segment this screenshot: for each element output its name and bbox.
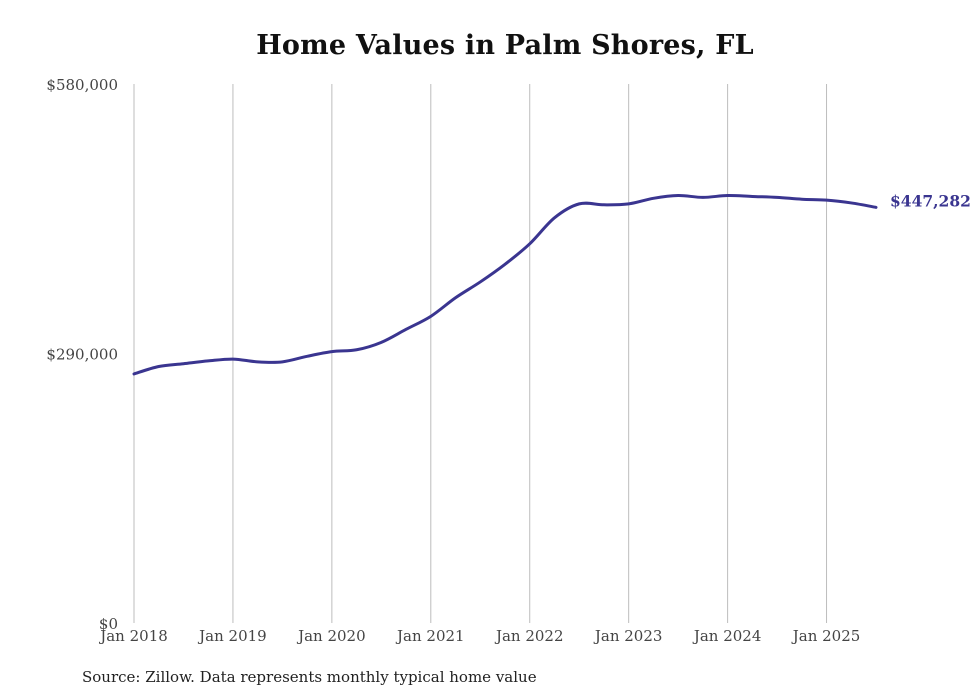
x-tick-label: Jan 2018 bbox=[98, 627, 168, 645]
y-axis-ticks: $0 $290,000 $580,000 bbox=[46, 76, 118, 633]
x-axis-ticks: Jan 2018 Jan 2019 Jan 2020 Jan 2021 Jan 2022… bbox=[98, 627, 860, 645]
x-tick-label: Jan 2019 bbox=[197, 627, 267, 645]
y-tick-label: $580,000 bbox=[46, 76, 118, 94]
x-tick-label: Jan 2024 bbox=[692, 627, 762, 645]
series-line bbox=[132, 194, 878, 376]
source-note: Source: Zillow. Data represents monthly … bbox=[82, 668, 537, 686]
x-tick-label: Jan 2022 bbox=[494, 627, 564, 645]
series-layer bbox=[132, 194, 878, 376]
x-tick-label: Jan 2021 bbox=[395, 627, 465, 645]
label-layer: $447,282 bbox=[890, 191, 971, 210]
end-value-label: $447,282 bbox=[890, 191, 971, 210]
x-tick-label: Jan 2023 bbox=[593, 627, 663, 645]
chart-title: Home Values in Palm Shores, FL bbox=[256, 30, 754, 61]
gridlines bbox=[133, 84, 828, 623]
y-tick-label: $0 bbox=[99, 615, 118, 633]
y-tick-label: $290,000 bbox=[46, 346, 118, 364]
x-tick-label: Jan 2025 bbox=[791, 627, 861, 645]
x-tick-label: Jan 2020 bbox=[296, 627, 366, 645]
